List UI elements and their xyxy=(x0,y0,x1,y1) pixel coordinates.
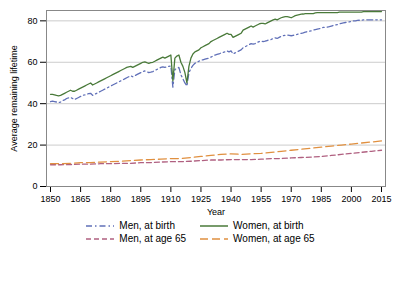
svg-text:2015: 2015 xyxy=(371,194,391,204)
svg-text:20: 20 xyxy=(27,140,37,150)
html-text:Men, at age 65: Men, at age 65 xyxy=(119,233,187,244)
svg-text:1940: 1940 xyxy=(221,194,241,204)
svg-text:0: 0 xyxy=(32,181,37,191)
svg-text:2000: 2000 xyxy=(341,194,361,204)
svg-text:60: 60 xyxy=(27,57,37,67)
html-text:Men, at birth: Men, at birth xyxy=(119,220,175,231)
html-text:Women, at birth: Women, at birth xyxy=(233,220,304,231)
svg-text:1955: 1955 xyxy=(251,194,271,204)
svg-text:Year: Year xyxy=(207,207,225,217)
svg-text:1850: 1850 xyxy=(40,194,60,204)
svg-text:1910: 1910 xyxy=(161,194,181,204)
html-text:Women, at age 65: Women, at age 65 xyxy=(233,233,315,244)
svg-text:Average remaining lifetime: Average remaining lifetime xyxy=(9,45,19,151)
svg-text:1895: 1895 xyxy=(131,194,151,204)
svg-text:1970: 1970 xyxy=(281,194,301,204)
svg-text:1985: 1985 xyxy=(311,194,331,204)
svg-text:1865: 1865 xyxy=(71,194,91,204)
svg-text:80: 80 xyxy=(27,16,37,26)
svg-text:40: 40 xyxy=(27,99,37,109)
svg-text:1880: 1880 xyxy=(101,194,121,204)
svg-text:1925: 1925 xyxy=(191,194,211,204)
